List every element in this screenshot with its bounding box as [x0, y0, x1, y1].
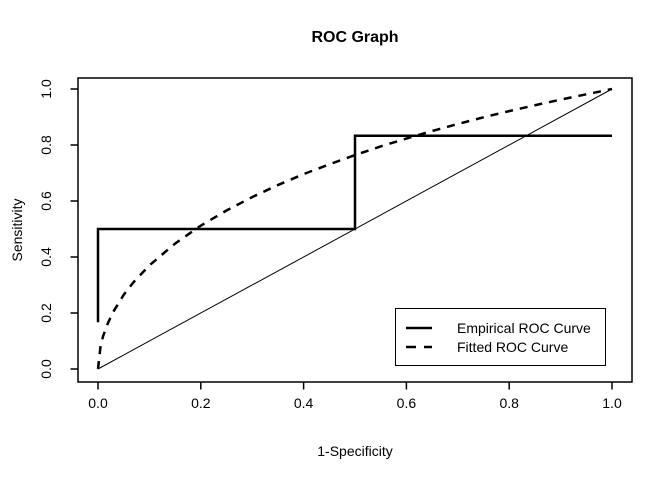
x-tick-label: 0.8 — [499, 395, 519, 411]
y-tick-label: 1.0 — [38, 79, 54, 99]
y-tick-label: 0.6 — [38, 191, 54, 211]
y-tick-label: 0.4 — [38, 247, 54, 267]
chance-diagonal-line — [97, 88, 613, 370]
y-axis-title: Sensitivity — [9, 198, 25, 262]
solid-line-sample — [406, 326, 432, 329]
y-tick-label: 0.2 — [38, 303, 54, 323]
legend-item-empirical: Empirical ROC Curve — [396, 318, 605, 337]
legend-label: Fitted ROC Curve — [457, 338, 569, 355]
legend-item-fitted: Fitted ROC Curve — [396, 337, 605, 356]
x-tick-label: 0.0 — [88, 395, 108, 411]
dashed-line-sample — [406, 345, 432, 348]
x-tick-label: 0.6 — [396, 395, 417, 411]
legend: Empirical ROC Curve Fitted ROC Curve — [395, 308, 606, 366]
y-tick-label: 0.8 — [38, 135, 54, 155]
y-tick-label: 0.0 — [38, 359, 54, 379]
x-tick-label: 0.2 — [191, 395, 211, 411]
legend-label: Empirical ROC Curve — [457, 319, 591, 336]
fitted-roc-curve-line — [96, 87, 613, 370]
x-axis-title: 1-Specificity — [317, 443, 393, 459]
x-tick-label: 1.0 — [602, 395, 622, 411]
x-tick-label: 0.4 — [293, 395, 314, 411]
plot-border — [77, 77, 633, 383]
chart-title: ROC Graph — [311, 29, 399, 46]
